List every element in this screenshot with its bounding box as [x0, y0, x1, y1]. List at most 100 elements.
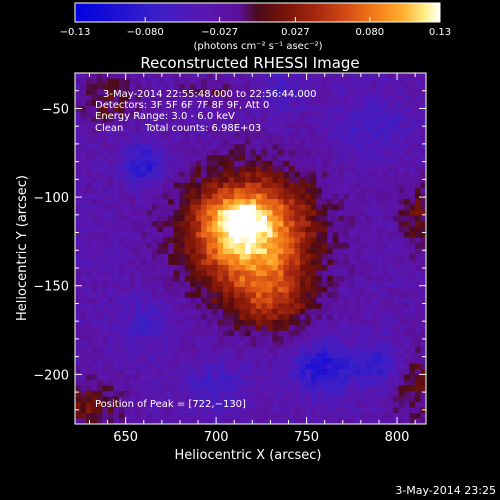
heatmap-cell	[107, 73, 114, 80]
heatmap-cell	[184, 215, 191, 222]
heatmap-cell	[272, 363, 279, 370]
heatmap-cell	[261, 78, 268, 85]
heatmap-cell	[382, 292, 389, 299]
heatmap-cell	[409, 308, 416, 315]
heatmap-cell	[228, 413, 235, 420]
heatmap-cell	[305, 330, 312, 337]
heatmap-cell	[376, 237, 383, 244]
heatmap-cell	[420, 237, 426, 244]
heatmap-cell	[354, 160, 361, 167]
heatmap-cell	[250, 402, 257, 409]
heatmap-cell	[305, 210, 312, 217]
heatmap-cell	[387, 369, 394, 376]
heatmap-cell	[349, 407, 356, 414]
heatmap-cell	[118, 171, 125, 178]
heatmap-cell	[206, 204, 213, 211]
heatmap-cell	[113, 232, 120, 239]
heatmap-cell	[217, 270, 224, 277]
heatmap-cell	[190, 243, 197, 250]
heatmap-cell	[234, 270, 241, 277]
heatmap-cell	[376, 314, 383, 321]
heatmap-cell	[299, 325, 306, 332]
heatmap-cell	[129, 210, 136, 217]
heatmap-cell	[239, 232, 246, 239]
heatmap-cell	[327, 122, 334, 129]
heatmap-cell	[349, 248, 356, 255]
heatmap-cell	[195, 166, 202, 173]
heatmap-cell	[140, 111, 147, 118]
heatmap-cell	[179, 138, 186, 145]
heatmap-cell	[217, 243, 224, 250]
heatmap-cell	[338, 122, 345, 129]
heatmap-cell	[288, 155, 295, 162]
heatmap-cell	[173, 144, 180, 151]
heatmap-cell	[277, 73, 284, 80]
heatmap-cell	[118, 358, 125, 365]
heatmap-cell	[91, 149, 98, 156]
heatmap-cell	[305, 325, 312, 332]
heatmap-cell	[201, 105, 208, 112]
heatmap-cell	[146, 286, 153, 293]
heatmap-cell	[245, 116, 252, 123]
heatmap-cell	[80, 94, 87, 102]
heatmap-cell	[398, 155, 405, 162]
heatmap-cell	[135, 292, 142, 299]
heatmap-cell	[261, 347, 268, 354]
heatmap-cell	[151, 149, 158, 156]
heatmap-cell	[102, 100, 109, 107]
heatmap-cell	[349, 396, 356, 403]
heatmap-cell	[118, 160, 125, 167]
heatmap-cell	[118, 111, 125, 118]
heatmap-cell	[266, 402, 274, 409]
heatmap-cell	[179, 100, 186, 107]
heatmap-cell	[420, 155, 426, 162]
heatmap-cell	[80, 111, 87, 118]
heatmap-cell	[234, 380, 241, 387]
heatmap-cell	[376, 105, 383, 112]
heatmap-cell	[113, 78, 120, 85]
heatmap-cell	[349, 210, 356, 217]
heatmap-cell	[299, 166, 306, 173]
heatmap-cell	[135, 341, 142, 348]
heatmap-cell	[140, 177, 147, 184]
heatmap-cell	[349, 281, 356, 288]
heatmap-cell	[96, 89, 104, 96]
heatmap-cell	[382, 253, 389, 261]
heatmap-cell	[75, 78, 82, 85]
heatmap-cell	[151, 111, 158, 118]
heatmap-cell	[354, 122, 361, 129]
heatmap-cell	[338, 363, 345, 370]
heatmap-cell	[179, 270, 186, 277]
heatmap-cell	[288, 418, 295, 424]
heatmap-cell	[327, 149, 334, 156]
heatmap-cell	[250, 83, 257, 91]
heatmap-cell	[294, 243, 301, 250]
heatmap-cell	[157, 83, 164, 91]
heatmap-cell	[376, 369, 383, 376]
heatmap-cell	[124, 341, 131, 348]
heatmap-cell	[107, 122, 114, 129]
heatmap-cell	[157, 330, 164, 337]
heatmap-cell	[184, 133, 191, 140]
heatmap-cell	[382, 133, 389, 140]
heatmap-cell	[266, 352, 274, 359]
heatmap-cell	[91, 116, 98, 123]
heatmap-cell	[404, 319, 411, 326]
heatmap-cell	[135, 237, 142, 244]
heatmap-cell	[261, 407, 268, 414]
heatmap-cell	[266, 116, 274, 123]
heatmap-cell	[420, 116, 426, 123]
heatmap-cell	[316, 199, 323, 206]
heatmap-cell	[129, 303, 136, 310]
heatmap-cell	[299, 358, 306, 365]
heatmap-cell	[91, 275, 98, 282]
heatmap-cell	[343, 149, 350, 156]
heatmap-cell	[201, 232, 208, 239]
heatmap-cell	[96, 210, 104, 217]
heatmap-cell	[228, 237, 235, 244]
heatmap-cell	[223, 73, 230, 80]
heatmap-cell	[371, 413, 378, 420]
heatmap-cell	[283, 347, 290, 354]
heatmap-cell	[124, 292, 131, 299]
heatmap-cell	[201, 314, 208, 321]
